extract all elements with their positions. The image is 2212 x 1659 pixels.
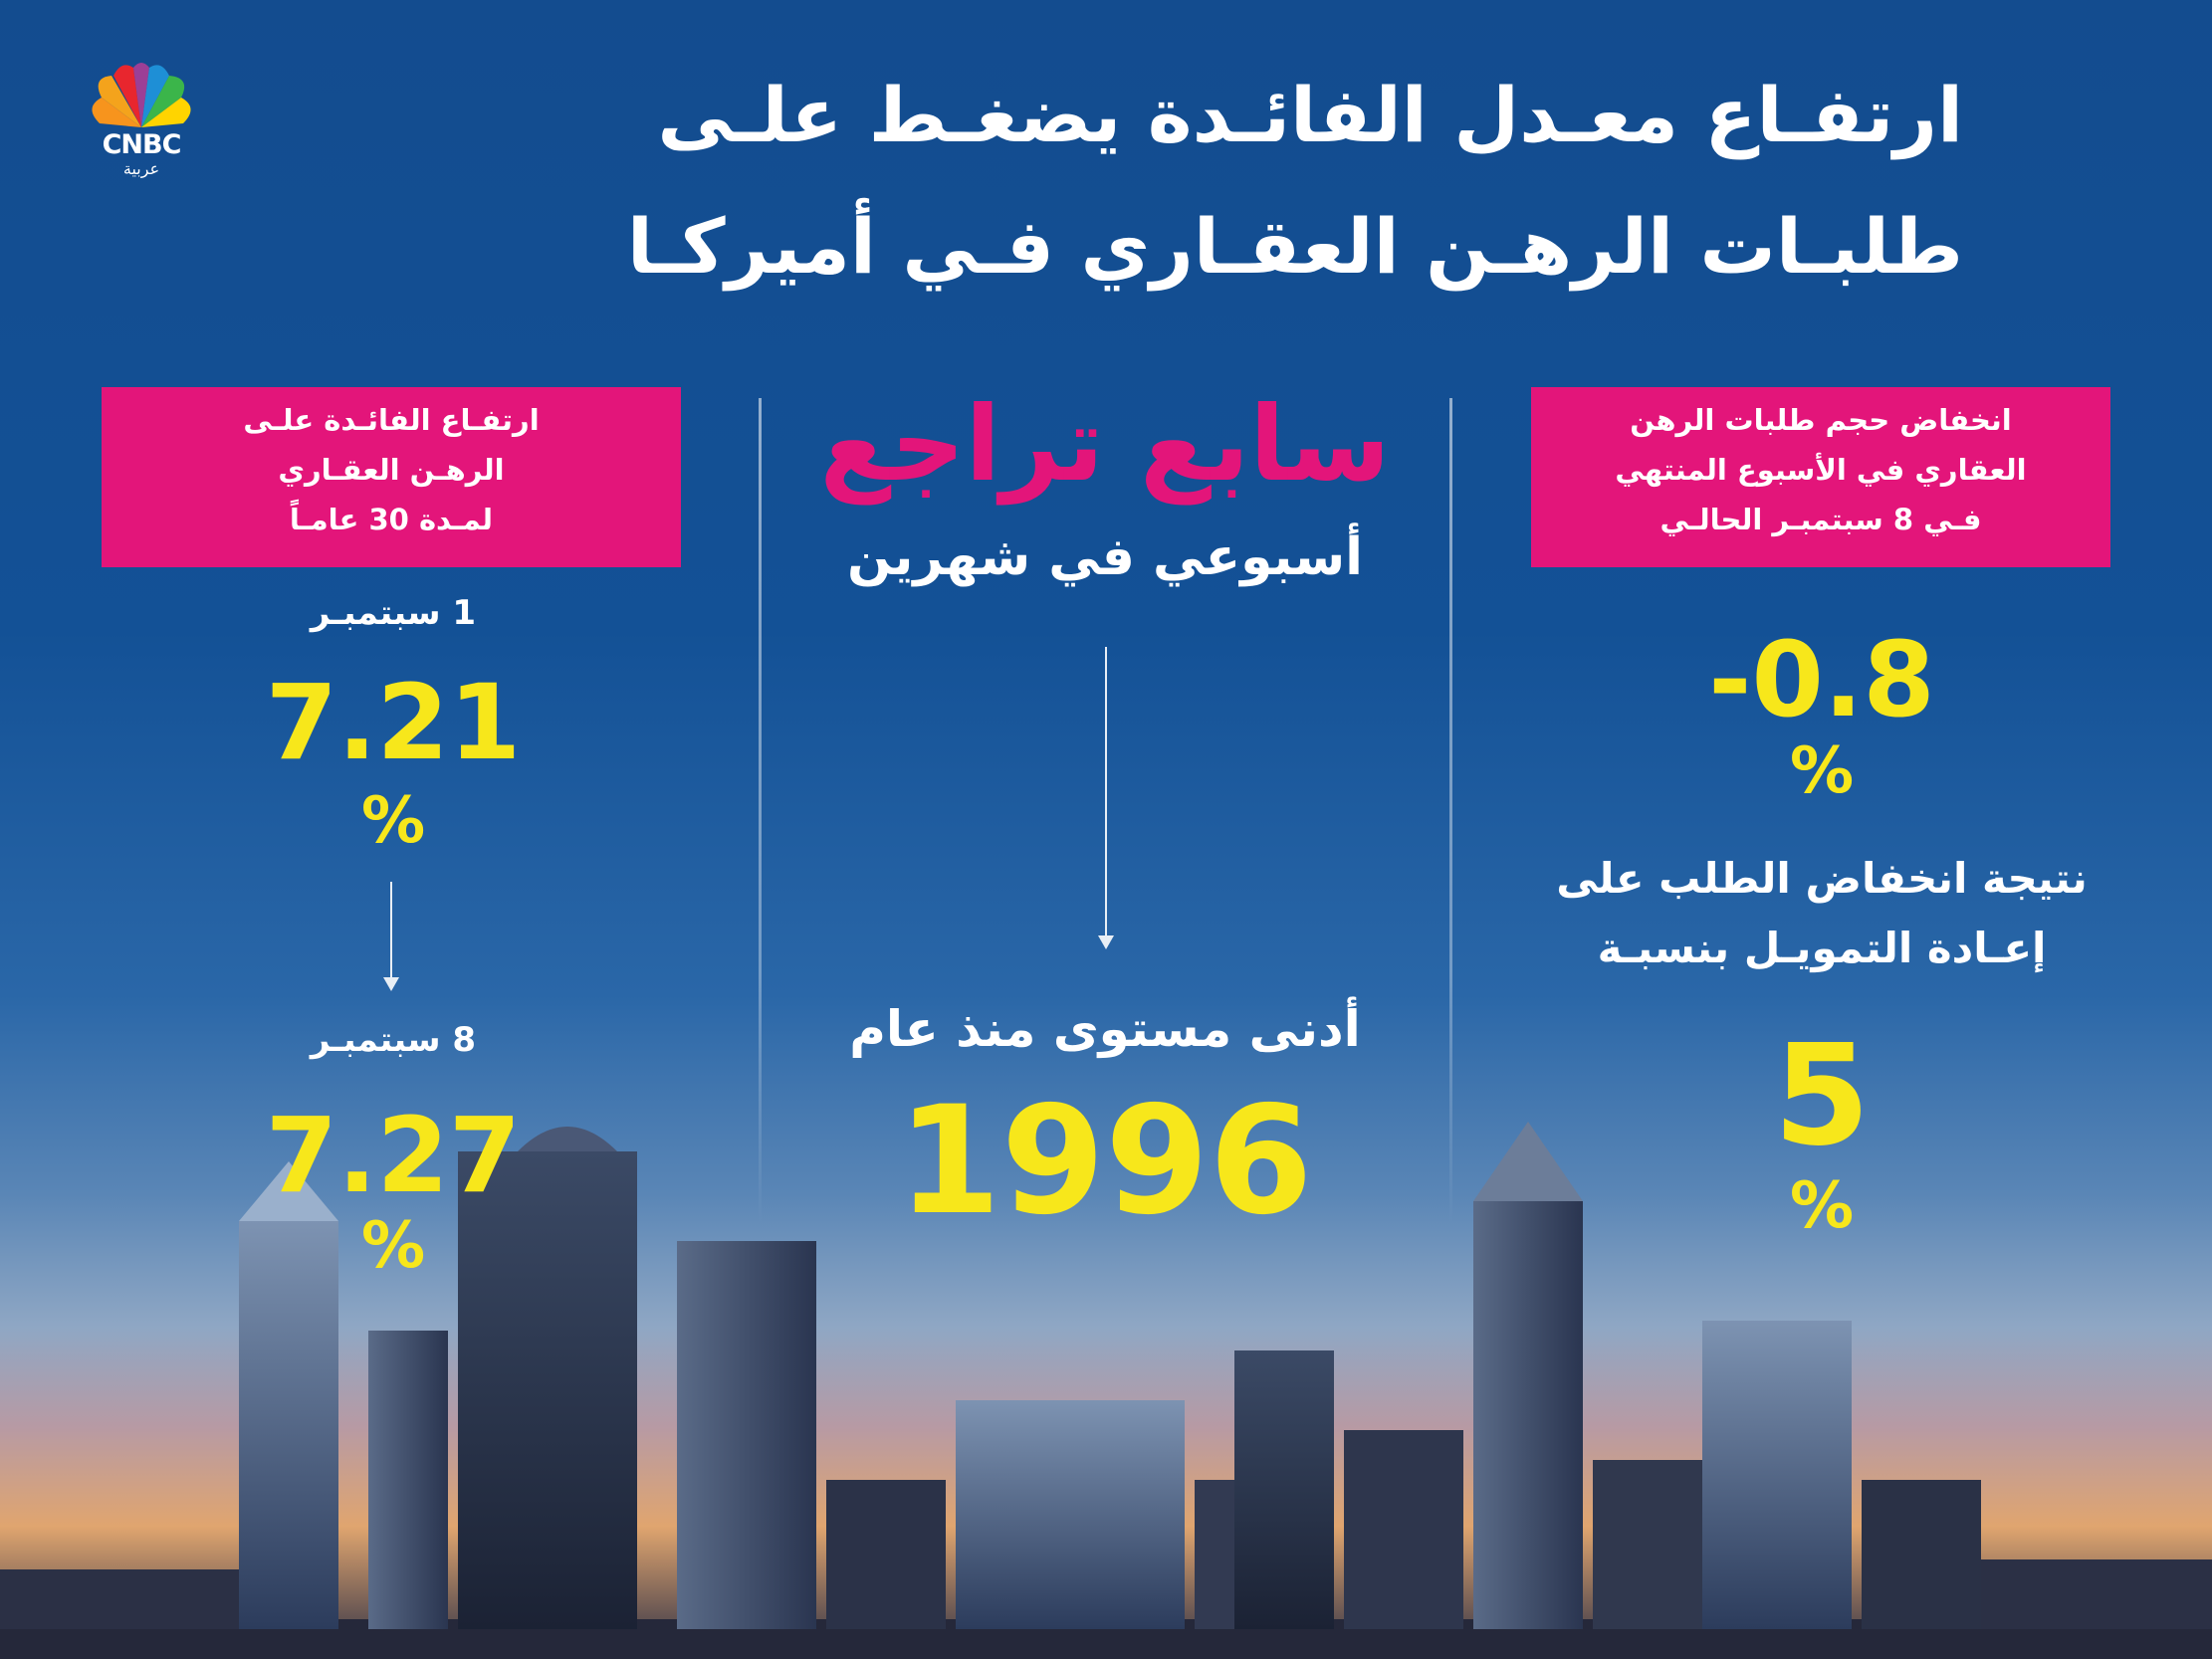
left-down-arrow xyxy=(383,882,399,991)
right-change-unit: % xyxy=(1789,734,1855,808)
left-date-2: 8 سبتمبـر xyxy=(310,1020,477,1060)
right-box-line-3: فـي 8 سبتمبـر الحالـي xyxy=(1659,503,1982,536)
page-title-line-2: طلبـات الرهـن العقـاري فـي أميركـا xyxy=(626,202,1963,291)
center-year: 1996 xyxy=(897,1075,1313,1248)
left-rate-2-unit: % xyxy=(360,1209,426,1283)
right-box-line-2: العقاري في الأسبوع المنتهي xyxy=(1615,453,2027,487)
right-info-box: انخفاض حجم طلبات الرهن العقاري في الأسبو… xyxy=(1531,387,2110,567)
right-change-value: 0.8- xyxy=(1708,619,1935,740)
city-skyline-illustration xyxy=(0,1122,2212,1659)
right-refi-value: 5 xyxy=(1773,1015,1871,1177)
right-note-line-1: نتيجة انخفاض الطلب على xyxy=(1556,854,2088,903)
center-low-label: أدنى مستوى منذ عام xyxy=(849,1000,1361,1058)
left-rate-2: 7.27 xyxy=(265,1095,522,1216)
cnbc-arabia-logo: CNBC عربية xyxy=(72,58,211,178)
left-rate-1-unit: % xyxy=(360,784,426,858)
left-box-line-2: الرهـن العقـاري xyxy=(278,453,505,487)
center-down-arrow xyxy=(1098,647,1114,950)
center-subheadline: أسبوعي في شهرين xyxy=(847,527,1363,587)
arabia-wordmark: عربية xyxy=(122,159,160,178)
right-refi-unit: % xyxy=(1789,1169,1855,1243)
left-date-1: 1 سبتمبـر xyxy=(310,593,477,633)
center-headline: سابع تراجع xyxy=(819,383,1391,505)
cnbc-wordmark: CNBC xyxy=(102,129,182,160)
left-info-box: ارتفـاع الفائـدة علـى الرهـن العقـاري لم… xyxy=(102,387,681,567)
right-note-line-2: إعـادة التمويـل بنسبـة xyxy=(1597,924,2047,972)
left-box-line-1: ارتفـاع الفائـدة علـى xyxy=(243,403,540,437)
right-box-line-1: انخفاض حجم طلبات الرهن xyxy=(1630,403,2012,437)
left-rate-1: 7.21 xyxy=(265,662,522,783)
left-box-line-3: لمـدة 30 عامـاً xyxy=(289,503,494,536)
column-divider-left xyxy=(759,398,762,1224)
column-divider-right xyxy=(1449,398,1452,1224)
peacock-icon xyxy=(92,63,191,127)
page-title-line-1: ارتفـاع معـدل الفائـدة يضغـط علـى xyxy=(657,71,1963,159)
